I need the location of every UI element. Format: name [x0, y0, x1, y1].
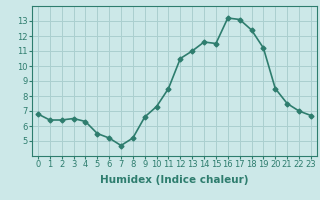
X-axis label: Humidex (Indice chaleur): Humidex (Indice chaleur) [100, 175, 249, 185]
